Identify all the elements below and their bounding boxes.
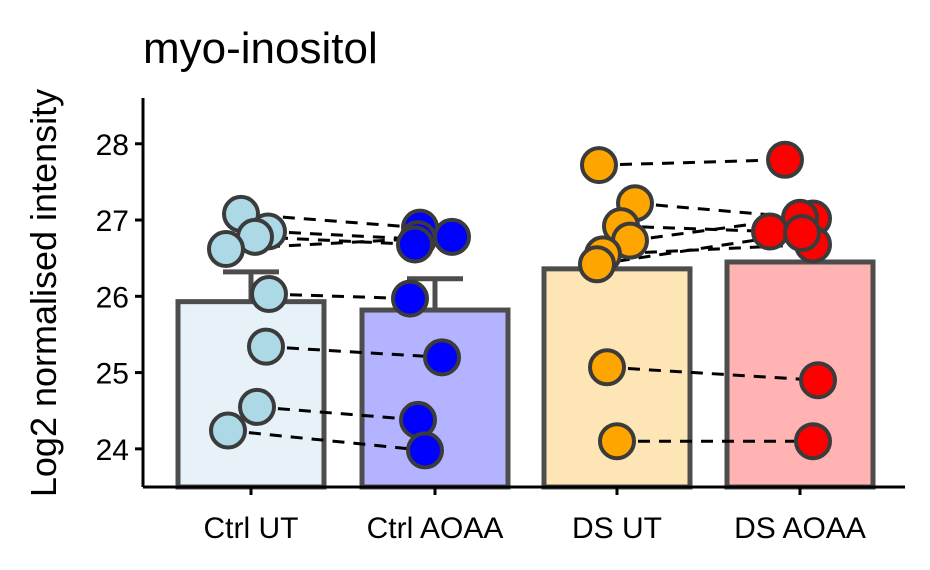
x-tick-label: Ctrl UT xyxy=(204,512,299,545)
axes-layer: 24 25 26 27 28 Ctrl UT Ctrl AOAA DS UT DS AOAA xyxy=(96,98,905,545)
x-tick-label: DS AOAA xyxy=(734,512,866,545)
pair-line xyxy=(606,365,819,382)
data-point-ds-ut xyxy=(598,422,636,461)
pair-line xyxy=(620,224,771,233)
data-point-ds-ut xyxy=(580,146,618,185)
data-point-ctrl-ut xyxy=(207,230,245,269)
data-point-ctrl-ut xyxy=(209,411,247,450)
y-tick-label: 24 xyxy=(96,434,129,467)
data-point-ds-ut xyxy=(588,348,626,387)
y-tick-label: 26 xyxy=(96,281,129,314)
pair-line xyxy=(227,429,426,452)
data-point-ctrl-aoaa xyxy=(396,225,434,264)
data-point-ds-aoaa xyxy=(794,422,832,461)
data-point-ctrl-aoaa xyxy=(433,217,471,256)
pair-line xyxy=(268,292,411,301)
data-point-ctrl-ut xyxy=(247,327,285,366)
pair-line xyxy=(256,405,419,422)
x-tick-label: Ctrl AOAA xyxy=(367,512,504,545)
data-point-ctrl-aoaa xyxy=(391,279,429,318)
y-tick-label: 25 xyxy=(96,358,129,391)
pair-line xyxy=(598,158,786,167)
data-point-ctrl-ut xyxy=(250,275,288,314)
pair-line xyxy=(629,216,801,243)
data-point-ctrl-aoaa xyxy=(399,400,437,439)
y-tick-label: 28 xyxy=(96,129,129,162)
pair-line xyxy=(267,229,419,241)
data-point-ctrl-ut xyxy=(238,387,276,426)
data-point-ds-aoaa xyxy=(751,212,789,251)
data-point-ds-aoaa xyxy=(799,361,837,400)
data-point-ctrl-aoaa xyxy=(423,338,461,377)
y-axis-title: Log2 normalised intensity xyxy=(23,89,64,497)
y-tick-label: 27 xyxy=(96,205,129,238)
x-tick-label: DS UT xyxy=(572,512,662,545)
pair-line xyxy=(265,345,443,359)
chart-title: myo-inositol xyxy=(143,24,378,73)
data-point-ctrl-aoaa xyxy=(406,431,444,470)
points-layer xyxy=(207,140,837,470)
pair-line xyxy=(225,235,453,251)
data-point-ds-aoaa xyxy=(783,214,821,253)
data-point-ds-aoaa xyxy=(766,140,804,179)
data-point-ds-ut xyxy=(578,245,616,284)
